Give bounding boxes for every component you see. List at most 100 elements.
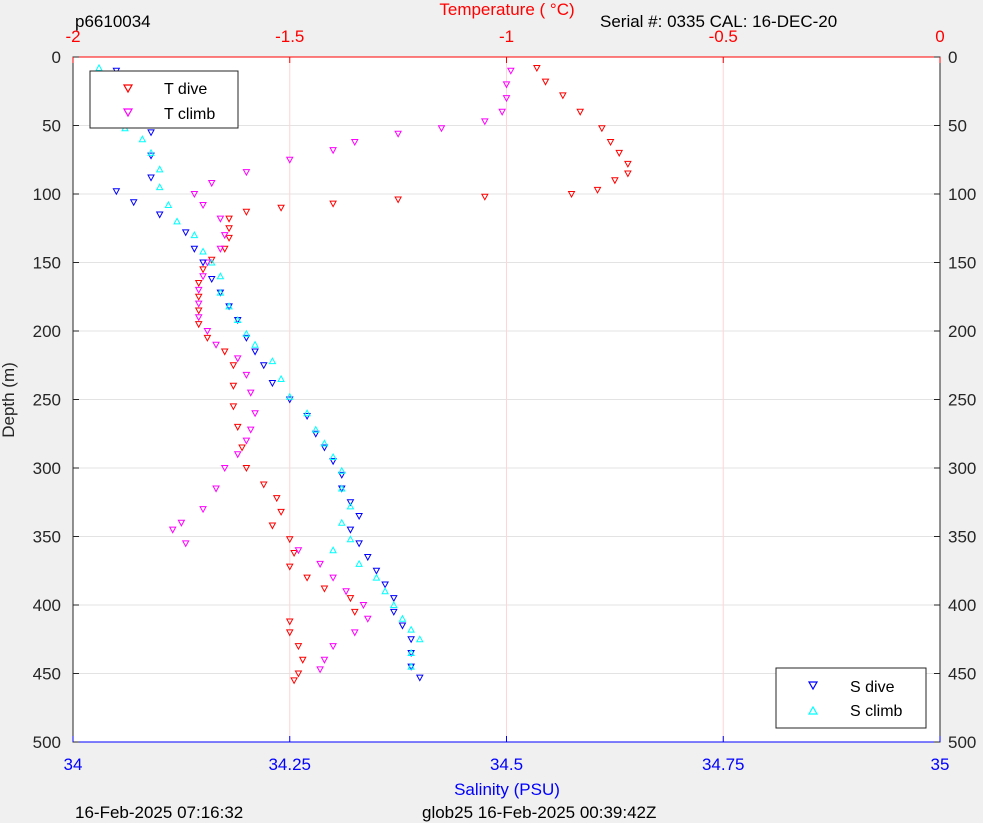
data-point-s-climb	[320, 439, 329, 447]
data-point-s-dive	[251, 348, 259, 356]
data-point-s-dive	[398, 622, 407, 630]
data-point-t-climb	[212, 341, 220, 349]
data-point-t-dive	[272, 495, 281, 503]
data-point-t-climb	[329, 643, 337, 651]
data-point-t-climb	[316, 560, 324, 568]
depth-tick-label-left: 100	[33, 185, 61, 204]
data-point-s-climb	[207, 258, 216, 266]
data-point-t-climb	[199, 506, 207, 514]
depth-tick-label-left: 250	[33, 391, 61, 410]
data-point-t-climb	[320, 656, 329, 664]
data-point-s-dive	[147, 174, 155, 182]
data-point-t-climb	[350, 138, 359, 146]
footer-mission: glob25 16-Feb-2025 00:39:42Z	[422, 803, 656, 822]
data-point-s-climb	[268, 357, 277, 365]
data-point-s-dive	[355, 512, 363, 520]
legend-s-climb-label: S climb	[850, 703, 903, 720]
footer-timestamp: 16-Feb-2025 07:16:32	[75, 803, 243, 822]
salinity-tick-label: 34	[64, 755, 83, 774]
data-point-t-dive	[277, 508, 285, 516]
legend-s-dive-label: S dive	[850, 679, 895, 696]
data-point-t-climb	[506, 67, 515, 75]
data-point-t-climb	[350, 629, 359, 637]
data-point-s-climb	[164, 200, 173, 208]
data-point-s-dive	[320, 444, 329, 452]
data-point-s-dive	[259, 362, 268, 370]
data-point-s-climb	[242, 329, 251, 337]
data-point-t-dive	[480, 193, 489, 201]
data-point-s-climb	[216, 288, 225, 296]
data-point-t-climb	[212, 485, 220, 493]
data-point-s-climb	[147, 148, 155, 156]
data-point-t-climb	[246, 426, 255, 434]
data-point-t-climb	[316, 666, 324, 674]
profile-id: p6610034	[75, 12, 151, 31]
data-point-s-dive	[242, 334, 251, 342]
data-point-s-dive	[155, 211, 164, 219]
depth-tick-label-left: 450	[33, 665, 61, 684]
data-point-s-dive	[147, 129, 155, 137]
data-point-s-dive	[389, 608, 398, 616]
data-point-s-dive	[407, 636, 415, 644]
data-point-s-climb	[398, 614, 407, 622]
data-point-t-dive	[290, 677, 298, 685]
data-point-s-dive	[112, 188, 121, 196]
data-point-t-climb	[220, 465, 229, 473]
data-point-s-climb	[216, 272, 225, 280]
data-point-t-climb	[168, 526, 177, 534]
temperature-axis-label: Temperature ( °C)	[439, 0, 574, 19]
temperature-tick-label: -2	[65, 27, 80, 46]
data-point-t-dive	[225, 225, 233, 233]
data-point-t-dive	[220, 348, 229, 356]
data-point-t-dive	[199, 266, 207, 274]
data-point-s-dive	[207, 275, 216, 283]
data-point-s-dive	[363, 554, 372, 562]
data-point-s-climb	[225, 302, 233, 310]
data-point-t-dive	[593, 186, 602, 194]
temperature-tick-label: -1.5	[275, 27, 304, 46]
data-point-t-climb	[502, 81, 511, 89]
temperature-tick-label: -0.5	[709, 27, 738, 46]
depth-axis-label: Depth (m)	[0, 362, 18, 438]
depth-tick-label-right: 250	[948, 391, 976, 410]
legend-salinity: S dive S climb	[775, 667, 927, 729]
data-point-t-dive	[229, 362, 238, 370]
data-point-t-dive	[624, 160, 632, 168]
data-point-s-climb	[337, 518, 346, 526]
data-point-t-dive	[285, 536, 294, 544]
data-point-t-climb	[194, 300, 203, 308]
legend-t-climb-marker	[122, 108, 134, 118]
data-point-t-dive	[242, 208, 251, 216]
depth-tick-label-left: 500	[33, 733, 61, 752]
data-point-s-climb	[346, 535, 355, 543]
data-point-t-climb	[437, 125, 446, 133]
legend-t-dive-marker	[122, 84, 134, 94]
data-point-t-climb	[190, 191, 199, 199]
depth-tick-label-right: 350	[948, 528, 976, 547]
depth-tick-label-right: 300	[948, 459, 976, 478]
data-point-s-climb	[381, 587, 389, 595]
data-point-t-dive	[576, 108, 585, 116]
data-point-t-dive	[225, 234, 233, 242]
depth-tick-label-right: 400	[948, 596, 976, 615]
depth-tick-label-left: 0	[52, 48, 61, 67]
data-point-t-dive	[290, 549, 298, 557]
data-point-t-dive	[242, 465, 251, 473]
data-point-t-dive	[229, 382, 238, 390]
data-point-t-dive	[598, 125, 606, 133]
depth-tick-label-right: 0	[948, 48, 957, 67]
depth-tick-label-left: 400	[33, 596, 61, 615]
data-point-t-climb	[342, 588, 350, 596]
data-point-t-dive	[259, 481, 268, 489]
legend-salinity-box	[775, 667, 927, 729]
data-point-t-dive	[268, 522, 277, 530]
legend-s-climb-marker	[807, 705, 819, 715]
data-point-s-climb	[173, 217, 181, 225]
legend-t-climb-label: T climb	[164, 106, 215, 123]
serial-cal-label: Serial #: 0335 CAL: 16-DEC-20	[600, 12, 837, 31]
data-point-t-dive	[298, 656, 307, 664]
data-point-s-climb	[138, 135, 147, 143]
depth-tick-label-left: 50	[42, 117, 61, 136]
data-point-s-dive	[311, 430, 320, 438]
